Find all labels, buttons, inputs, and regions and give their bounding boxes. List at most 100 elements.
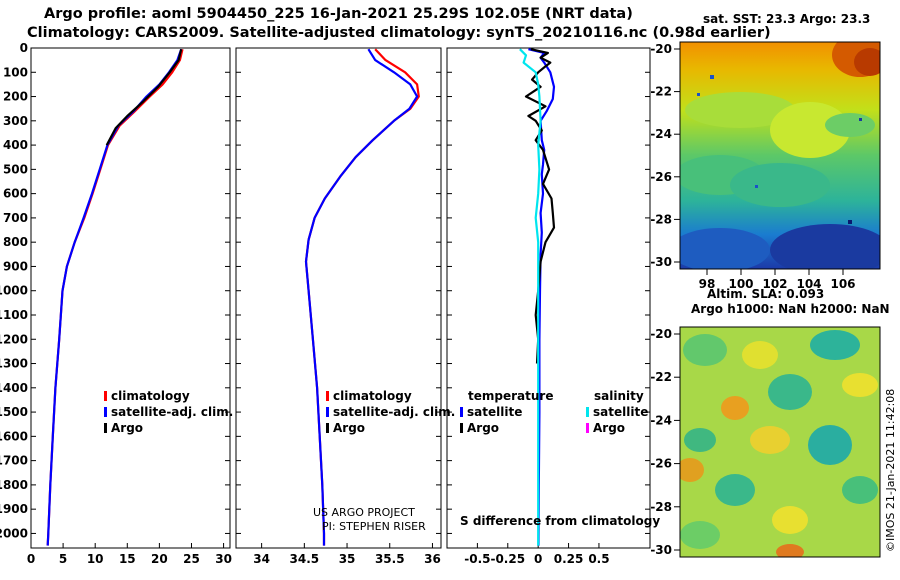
diff-legend-sal-satellite: satellite <box>586 404 648 420</box>
sst-map-label: sat. SST: 23.3 Argo: 23.3 <box>703 12 871 26</box>
legend-climatology-swatch <box>104 391 107 401</box>
y-tick-label: 1700 <box>0 454 28 468</box>
legend-satellite-label: satellite-adj. clim. <box>111 405 234 419</box>
y-tick-label: 100 <box>3 65 28 79</box>
lat-tick-label: -28 <box>650 212 672 226</box>
sla-map-label-1: Altim. SLA: 0.093 <box>707 287 825 301</box>
x-tick-label: 0 <box>27 552 35 566</box>
x-tick-label: 5 <box>59 552 67 566</box>
legend-climatology-swatch <box>326 391 329 401</box>
diff-legend-salinity-heading: salinity <box>594 389 644 403</box>
lon-tick-label: 106 <box>830 277 855 291</box>
title-line-2: Climatology: CARS2009. Satellite-adjuste… <box>27 25 771 41</box>
lat-tick-label: -20 <box>650 327 672 341</box>
diff-legend-sal-argo: Argo <box>586 420 648 436</box>
title-line-1: Argo profile: aoml 5904450_225 16-Jan-20… <box>44 6 633 22</box>
diff-legend-sal-satellite-label: satellite <box>593 405 649 419</box>
diff-legend-salinity: salinity satellite Argo <box>586 388 648 436</box>
series-line-satellite-adj-clim- <box>304 48 419 546</box>
sla-lat-axis: -20 -22 -24 -26 -28 -30 <box>650 327 680 557</box>
x-tick-label: 30 <box>215 552 232 566</box>
lon-tick-label: 98 <box>699 277 716 291</box>
x-tick-label: 25 <box>183 552 200 566</box>
sla-map: -20 -22 -24 -26 -28 -30 <box>650 326 881 558</box>
sst-lat-axis: -20 -22 -24 -26 -28 -30 <box>650 42 680 269</box>
x-tick-label: 34.5 <box>290 552 320 566</box>
lat-tick-label: -22 <box>650 370 672 384</box>
difference-panel: -0.5 -0.25 0 0.25 0.5 <box>446 47 651 566</box>
lat-tick-label: -24 <box>650 413 672 427</box>
lat-tick-label: -26 <box>650 170 672 184</box>
sst-lon-axis: 98 100 102 104 106 <box>699 269 856 291</box>
x-tick-label: 0 <box>534 552 542 566</box>
diff-legend-sal-satellite-swatch <box>586 407 589 417</box>
legend-climatology: climatology <box>326 388 455 404</box>
plot-frame <box>446 47 651 549</box>
plot-frame <box>235 47 442 549</box>
sla-map-frame <box>679 326 881 558</box>
lat-tick-label: -30 <box>650 543 672 557</box>
lat-tick-label: -30 <box>650 255 672 269</box>
plot-frame <box>30 47 231 549</box>
legend-argo-swatch <box>104 423 107 433</box>
x-tick-label: -0.5 <box>464 552 490 566</box>
diff-legend-temp-argo: Argo <box>460 420 553 436</box>
legend-satellite-label: satellite-adj. clim. <box>333 405 456 419</box>
profile-legend-temp: climatology satellite-adj. clim. Argo <box>104 388 233 436</box>
y-tick-label: 1400 <box>0 381 28 395</box>
legend-satellite: satellite-adj. clim. <box>104 404 233 420</box>
diff-legend-temp-argo-swatch <box>460 423 463 433</box>
sst-map-frame <box>679 41 881 270</box>
diff-legend-temp-satellite-label: satellite <box>467 405 523 419</box>
sla-map-label-2: Argo h1000: NaN h2000: NaN <box>691 302 890 316</box>
y-tick-label: 200 <box>3 90 28 104</box>
y-tick-label: 1600 <box>0 429 28 443</box>
lon-tick-label: 104 <box>796 277 821 291</box>
legend-climatology-label: climatology <box>333 389 412 403</box>
x-tick-label: 34 <box>253 552 270 566</box>
y-tick-label: 2000 <box>0 526 28 540</box>
lat-tick-label: -22 <box>650 85 672 99</box>
series-line-salinity-satellite <box>519 48 542 546</box>
diff-legend-temp-argo-label: Argo <box>467 421 500 435</box>
x-tick-label: 15 <box>119 552 136 566</box>
diff-legend-temperature: temperature satellite Argo <box>460 388 553 436</box>
y-tick-label: 0 <box>20 41 28 55</box>
lat-tick-label: -26 <box>650 457 672 471</box>
y-tick-label: 1200 <box>0 332 28 346</box>
legend-argo: Argo <box>104 420 233 436</box>
credit-pi: PI: STEPHEN RISER <box>322 520 426 533</box>
legend-argo: Argo <box>326 420 455 436</box>
lat-tick-label: -28 <box>650 500 672 514</box>
sst-map-patches <box>680 42 880 269</box>
sst-map: -20 -22 -24 -26 -28 -30 98 100 102 104 106 <box>650 41 881 291</box>
legend-climatology-label: climatology <box>111 389 190 403</box>
y-tick-label: 1000 <box>0 284 28 298</box>
legend-argo-swatch <box>326 423 329 433</box>
legend-satellite: satellite-adj. clim. <box>326 404 455 420</box>
x-tick-label: 0.5 <box>588 552 609 566</box>
y-tick-label: 1900 <box>0 502 28 516</box>
y-tick-label: 800 <box>3 235 28 249</box>
lon-tick-label: 100 <box>728 277 753 291</box>
legend-satellite-swatch <box>326 407 329 417</box>
diff-legend-temp-satellite: satellite <box>460 404 553 420</box>
lat-tick-label: -20 <box>650 42 672 56</box>
temperature-panel: 0100200300400500600700800900100011001200… <box>0 41 232 566</box>
sla-map-patches <box>680 330 878 557</box>
x-tick-label: 35.5 <box>375 552 405 566</box>
legend-climatology: climatology <box>104 388 233 404</box>
series-line-argo <box>105 48 183 146</box>
y-tick-label: 900 <box>3 259 28 273</box>
diff-panel-label: S difference from climatology <box>460 514 661 528</box>
imos-stamp: ©IMOS 21-Jan-2021 11:42:08 <box>884 388 897 552</box>
legend-argo-label: Argo <box>111 421 144 435</box>
y-tick-label: 700 <box>3 211 28 225</box>
legend-satellite-swatch <box>104 407 107 417</box>
y-tick-label: 600 <box>3 187 28 201</box>
x-tick-label: 36 <box>424 552 441 566</box>
diff-legend-sal-argo-label: Argo <box>593 421 626 435</box>
credit-project: US ARGO PROJECT <box>313 506 415 519</box>
y-tick-label: 1300 <box>0 357 28 371</box>
